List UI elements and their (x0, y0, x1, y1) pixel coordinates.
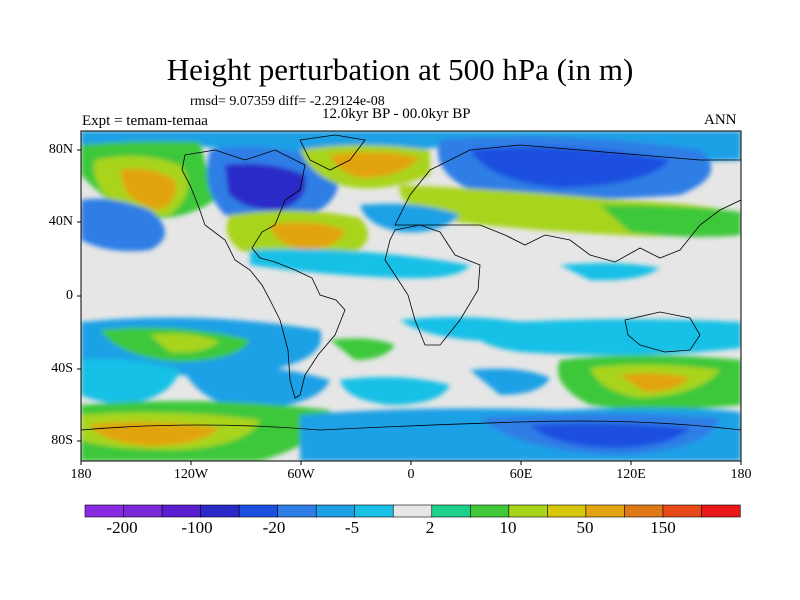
lat-tick-0: 0 (66, 288, 73, 303)
experiment-text: Expt = temam-temaa (82, 113, 208, 129)
anomaly-field (81, 131, 741, 461)
colorbar-swatch (161, 504, 202, 518)
region-spac-blue (180, 364, 330, 410)
colorbar-label-2: -20 (262, 518, 286, 537)
region-spacific-yellow (150, 333, 220, 353)
lon-tick-180e: 180 (730, 467, 752, 482)
period-text: 12.0kyr BP - 00.0kyr BP (322, 106, 471, 122)
lon-tick-120e: 120E (616, 467, 646, 482)
colorbar-swatch (123, 504, 163, 518)
colorbar-swatch (84, 504, 125, 518)
coast-antarctica (81, 420, 741, 431)
season-text: ANN (704, 112, 737, 128)
lat-tick-40n: 40N (48, 214, 73, 229)
colorbar-swatch (547, 504, 587, 518)
colorbar-label-7: 150 (650, 518, 676, 537)
coast-greenland (299, 134, 366, 171)
colorbar-swatch (508, 504, 548, 518)
colorbar-label-3: -5 (344, 518, 360, 537)
colorbar-label-5: 10 (499, 518, 517, 537)
coast-americas (181, 149, 346, 399)
band-indian-cyan (470, 319, 741, 356)
coast-australia (624, 311, 701, 353)
region-tropic-cyan (250, 249, 470, 279)
region-asia-green (600, 205, 741, 237)
chart-title: Height perturbation at 500 hPa (in m) (166, 52, 634, 87)
coast-eurasia (394, 144, 741, 263)
colorbar-label-6: 50 (576, 518, 594, 537)
region-satlantic-green (330, 338, 395, 360)
region-spac-lower-cyan (81, 358, 180, 405)
colorbar-swatch (431, 504, 471, 518)
region-eurasia-deepblue (470, 146, 670, 188)
colorbar-swatch (469, 504, 510, 518)
region-tropic-cyan-east (560, 263, 660, 281)
region-ssouth-cyan (340, 376, 450, 405)
lon-tick-0: 0 (407, 467, 415, 482)
lon-tick-60w: 60W (287, 467, 315, 482)
colorbar-swatch (585, 504, 626, 518)
lat-tick-40s: 40S (51, 361, 73, 376)
lat-tick-80n: 80N (48, 142, 73, 157)
region-namerica-navy (225, 163, 306, 210)
axis-ticks (77, 149, 742, 465)
colorbar-label-4: 2 (425, 518, 435, 537)
region-sindian-orange (620, 373, 690, 392)
region-pacific-orange (120, 168, 176, 210)
region-atlantic-orange (270, 222, 345, 250)
region-antarctic-deepblue (530, 423, 690, 448)
colorbar-swatch (354, 504, 394, 518)
colorbar-swatch (200, 504, 240, 518)
colorbar-swatch (315, 504, 356, 518)
colorbar (84, 504, 741, 518)
colorbar-swatch (624, 504, 664, 518)
colorbar-label-1: -100 (181, 518, 213, 537)
lon-tick-120w: 120W (173, 467, 209, 482)
region-greenland-orange (330, 152, 420, 178)
region-antarctic-orange (90, 422, 220, 446)
colorbar-swatch (662, 504, 703, 518)
lat-tick-80s: 80S (51, 433, 73, 448)
colorbar-swatch (701, 504, 741, 518)
region-npacific-blue (81, 198, 165, 252)
lon-tick-180w: 180 (70, 467, 92, 482)
coastlines (81, 134, 741, 431)
lon-tick-60e: 60E (509, 467, 533, 482)
colorbar-swatch (277, 504, 317, 518)
colorbar-label-0: -200 (106, 518, 138, 537)
region-ssouth-blue (470, 368, 550, 395)
stats-text: rmsd= 9.07359 diff= -2.29124e-08 (190, 94, 385, 109)
coast-africa (384, 224, 481, 346)
colorbar-swatch (238, 504, 279, 518)
colorbar-swatch (392, 504, 433, 518)
